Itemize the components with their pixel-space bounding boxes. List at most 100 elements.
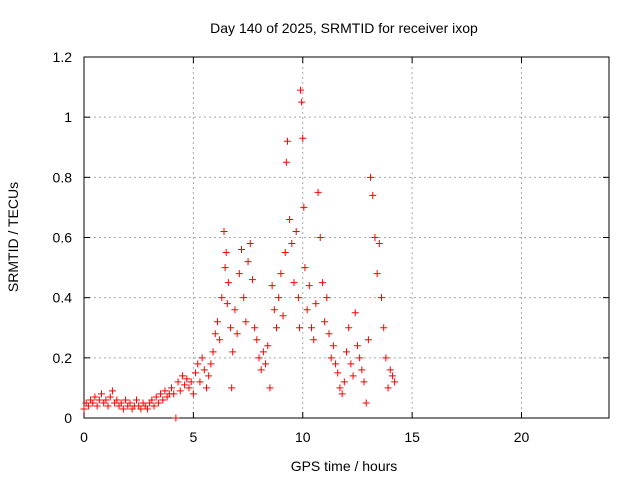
data-point bbox=[391, 378, 399, 386]
data-point bbox=[150, 402, 158, 410]
data-point bbox=[386, 366, 394, 374]
data-point bbox=[170, 390, 178, 398]
data-point bbox=[246, 240, 254, 248]
data-point bbox=[340, 378, 348, 386]
data-point bbox=[305, 282, 313, 290]
data-point bbox=[332, 360, 340, 368]
data-point bbox=[294, 294, 302, 302]
data-point bbox=[334, 369, 342, 377]
data-point bbox=[117, 399, 125, 407]
data-point bbox=[343, 348, 350, 356]
data-point bbox=[222, 249, 230, 257]
data-point bbox=[314, 188, 322, 196]
data-point bbox=[176, 387, 184, 395]
data-point bbox=[102, 396, 110, 404]
data-point bbox=[301, 264, 309, 272]
data-point bbox=[353, 342, 361, 350]
data-point bbox=[356, 354, 364, 362]
data-point bbox=[270, 306, 278, 314]
data-point bbox=[248, 276, 256, 284]
chart-title: Day 140 of 2025, SRMTID for receiver ixo… bbox=[210, 20, 478, 36]
x-tick-label: 0 bbox=[80, 429, 88, 445]
data-point bbox=[312, 300, 320, 308]
data-point bbox=[380, 324, 388, 332]
data-point bbox=[327, 354, 335, 362]
data-point bbox=[194, 360, 202, 368]
y-tick-label: 1 bbox=[64, 109, 72, 125]
y-tick-label: 0.8 bbox=[53, 169, 73, 185]
data-point bbox=[358, 366, 366, 374]
data-point bbox=[262, 360, 270, 368]
y-tick-label: 0.4 bbox=[53, 290, 73, 306]
data-point bbox=[133, 396, 140, 404]
data-point bbox=[268, 282, 276, 290]
data-point bbox=[205, 372, 213, 380]
data-point bbox=[375, 240, 383, 248]
data-point bbox=[336, 384, 344, 392]
data-point bbox=[89, 399, 97, 407]
data-point bbox=[351, 309, 359, 317]
x-tick-label: 15 bbox=[404, 429, 420, 445]
data-point bbox=[266, 384, 274, 392]
data-point bbox=[251, 324, 259, 332]
data-point bbox=[143, 405, 151, 413]
data-point bbox=[281, 249, 289, 257]
data-point bbox=[257, 366, 265, 374]
data-point bbox=[183, 375, 191, 383]
data-point bbox=[209, 348, 217, 356]
data-point bbox=[168, 384, 175, 392]
data-point bbox=[299, 134, 307, 142]
data-point bbox=[95, 396, 103, 404]
data-point bbox=[152, 393, 160, 401]
axis-ticks bbox=[83, 56, 609, 419]
data-point bbox=[224, 279, 232, 287]
data-point bbox=[238, 246, 245, 254]
data-point bbox=[154, 399, 162, 407]
data-point bbox=[84, 402, 92, 410]
data-point bbox=[318, 279, 326, 287]
data-point bbox=[207, 360, 215, 368]
data-point bbox=[93, 402, 101, 410]
data-point bbox=[378, 294, 385, 302]
data-point bbox=[388, 372, 396, 380]
data-point bbox=[242, 318, 250, 326]
data-point bbox=[297, 86, 305, 94]
data-point bbox=[122, 396, 130, 404]
data-point bbox=[295, 324, 303, 332]
data-point bbox=[292, 227, 300, 235]
data-point bbox=[323, 294, 331, 302]
data-point bbox=[178, 372, 186, 380]
data-point bbox=[108, 387, 116, 395]
data-point bbox=[200, 366, 208, 374]
data-point bbox=[308, 324, 315, 332]
data-point bbox=[80, 405, 88, 413]
data-point bbox=[288, 240, 296, 248]
y-tick-label: 0.6 bbox=[53, 230, 73, 246]
tick-labels: 0 0.2 0.4 0.6 0.8 1 1.2 0 5 10 15 20 bbox=[53, 49, 530, 445]
data-point bbox=[223, 300, 231, 308]
data-point bbox=[187, 378, 195, 386]
data-point bbox=[367, 173, 375, 181]
data-point bbox=[286, 215, 294, 223]
data-point bbox=[196, 378, 204, 386]
data-point bbox=[91, 393, 99, 401]
data-point bbox=[290, 279, 298, 287]
data-point bbox=[244, 258, 252, 266]
data-point bbox=[275, 294, 283, 302]
data-point bbox=[382, 354, 390, 362]
data-point bbox=[233, 330, 241, 338]
data-point bbox=[298, 98, 306, 106]
data-point bbox=[148, 396, 156, 404]
data-point bbox=[338, 390, 346, 398]
data-point bbox=[279, 312, 287, 320]
data-point bbox=[384, 384, 392, 392]
data-point bbox=[273, 324, 280, 332]
data-point bbox=[174, 378, 182, 386]
data-point bbox=[253, 336, 261, 344]
data-point bbox=[325, 330, 333, 338]
y-tick-label: 0.2 bbox=[53, 350, 73, 366]
data-point bbox=[310, 336, 318, 344]
data-point bbox=[349, 372, 357, 380]
data-point bbox=[119, 405, 127, 413]
